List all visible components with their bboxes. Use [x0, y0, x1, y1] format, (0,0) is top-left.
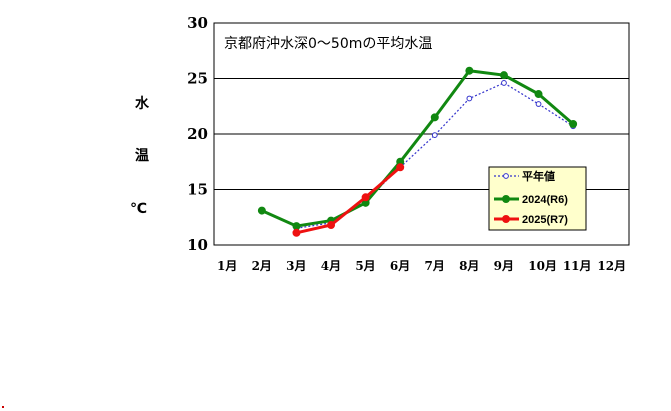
legend-label-2: 2025(R7)	[522, 214, 568, 226]
legend-label-1: 2024(R6)	[522, 194, 568, 206]
x-tick-label-5: 5月	[355, 259, 375, 273]
x-tick-label-11: 11月	[563, 259, 592, 273]
legend-marker-2	[502, 215, 510, 223]
legend-marker-0	[503, 173, 509, 179]
point-2-5	[361, 193, 370, 202]
point-1-11	[569, 120, 578, 129]
x-tick-label-3: 3月	[286, 259, 306, 273]
x-tick-label-6: 6月	[390, 259, 410, 273]
series-line-2-0	[296, 166, 402, 235]
x-tick-label-7: 7月	[425, 259, 445, 273]
y-axis-label-1: 水	[135, 95, 150, 112]
point-1-7	[430, 113, 439, 122]
point-2-3	[292, 228, 301, 237]
y-tick-label-20: 20	[187, 125, 208, 143]
point-0-9	[501, 80, 507, 86]
legend: 平年値 2024(R6) 2025(R7)	[488, 166, 587, 231]
plot-area-border	[213, 22, 630, 246]
y-tick-label-25: 25	[187, 70, 208, 88]
y-tick-label-15: 15	[187, 181, 208, 199]
chart-title: 京都府沖水深0～50mの平均水温	[224, 36, 432, 52]
point-2-4	[327, 221, 336, 230]
x-tick-label-10: 10月	[528, 259, 557, 273]
y-tick-label-30: 30	[187, 14, 208, 32]
point-1-8	[465, 66, 474, 75]
point-0-8	[466, 95, 473, 102]
x-tick-label-8: 8月	[459, 259, 479, 273]
x-tick-label-4: 4月	[321, 259, 341, 273]
y-axis-label-3: ℃	[130, 201, 147, 217]
x-tick-label-9: 9月	[494, 259, 514, 273]
corner-dot	[2, 406, 4, 408]
y-ticks: 10 15 20 25 30	[187, 14, 208, 254]
series-lines	[257, 66, 578, 237]
y-tick-label-10: 10	[187, 236, 208, 254]
legend-marker-1	[502, 195, 510, 203]
point-0-7	[431, 132, 438, 139]
x-ticks: 1月 2月 3月 4月 5月 6月 7月 8月 9月 10月 11月 12月	[217, 259, 626, 273]
point-1-3	[292, 222, 301, 231]
legend-label-0: 平年値	[522, 169, 555, 183]
point-2-6	[396, 163, 405, 172]
x-tick-label-1: 1月	[217, 259, 237, 273]
point-1-9	[499, 71, 508, 80]
point-1-10	[534, 90, 543, 99]
point-1-2	[257, 206, 266, 215]
series-line-1-0	[261, 69, 575, 228]
point-0-10	[535, 101, 542, 107]
y-axis-label-2: 温	[135, 148, 149, 164]
x-tick-label-2: 2月	[252, 259, 272, 273]
x-tick-label-12: 12月	[597, 259, 626, 273]
